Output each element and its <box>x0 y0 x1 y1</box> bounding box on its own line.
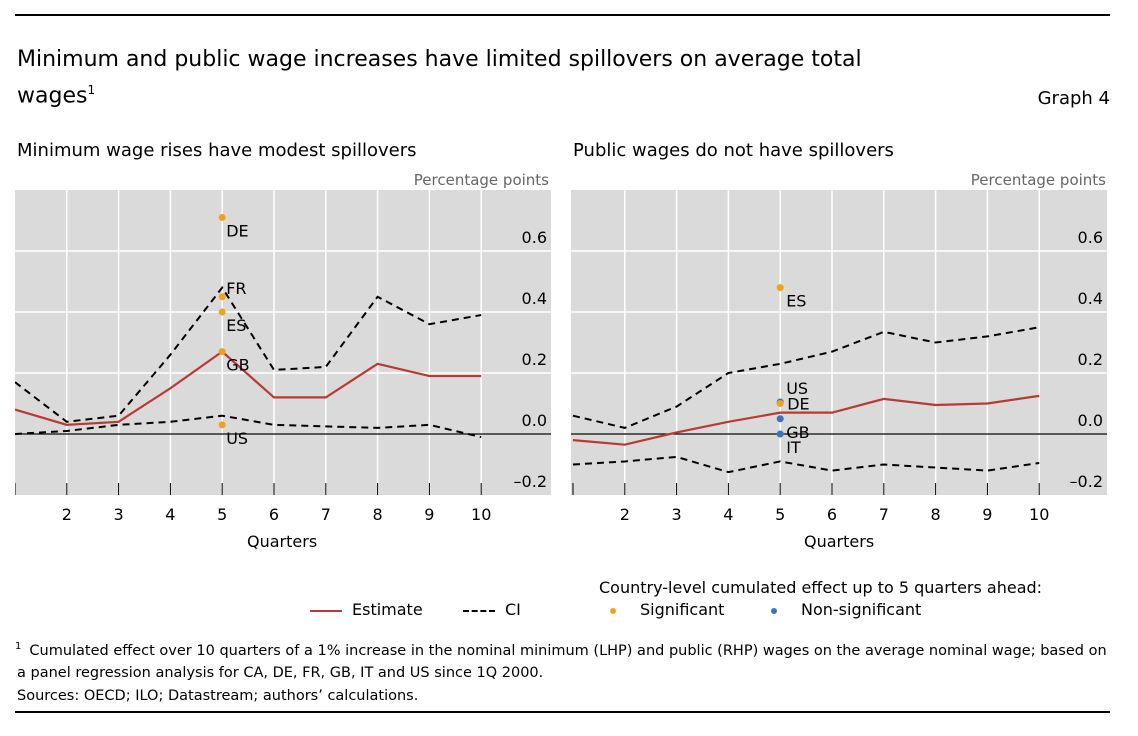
country-label-gb: GB <box>226 356 249 375</box>
y-tick-label: –0.2 <box>514 472 547 491</box>
country-point-gb <box>776 415 784 423</box>
right-x-axis-label: Quarters <box>804 532 875 551</box>
x-tick-label: 2 <box>62 505 72 524</box>
x-tick-label: 10 <box>1029 505 1049 524</box>
country-label-gb: GB <box>786 423 809 442</box>
x-tick-label: 3 <box>672 505 682 524</box>
x-tick-label: 8 <box>931 505 941 524</box>
country-label-us: US <box>226 429 248 448</box>
significant-dot-icon <box>610 607 616 614</box>
graph-title: Minimum and public wage increases have l… <box>17 47 862 109</box>
legend-ci: CI <box>463 600 521 619</box>
graph-number: Graph 4 <box>1037 88 1110 109</box>
x-tick-label: 4 <box>723 505 733 524</box>
legend-country-title: Country-level cumulated effect up to 5 q… <box>599 578 1043 597</box>
y-tick-label: 0.0 <box>522 411 547 430</box>
country-point-fr <box>218 293 226 301</box>
country-label-de: DE <box>787 395 809 414</box>
legend-significant: Significant <box>610 600 724 619</box>
country-point-es <box>218 308 226 316</box>
country-label-it: IT <box>786 438 801 457</box>
x-tick-label: 9 <box>982 505 992 524</box>
right-y-unit: Percentage points <box>970 171 1106 189</box>
country-label-es: ES <box>226 316 246 335</box>
legend-estimate: Estimate <box>310 600 423 619</box>
ci-lower-line <box>572 455 1040 474</box>
left-panel-title: Minimum wage rises have modest spillover… <box>17 140 417 161</box>
x-tick-label: 2 <box>620 505 630 524</box>
y-tick-label: 0.4 <box>1078 289 1103 308</box>
sources: Sources: OECD; ILO; Datastream; authors’… <box>17 688 419 704</box>
country-label-us: US <box>786 379 808 398</box>
country-point-es <box>776 284 784 292</box>
country-label-de: DE <box>226 221 248 240</box>
x-tick-label: 10 <box>471 505 491 524</box>
left-x-axis-label: Quarters <box>247 532 318 551</box>
country-label-es: ES <box>786 292 806 311</box>
x-tick-label: 7 <box>321 505 331 524</box>
x-tick-label: 4 <box>165 505 175 524</box>
x-tick-label: 5 <box>775 505 785 524</box>
ci-upper-line <box>572 326 1040 429</box>
country-point-us <box>218 421 226 429</box>
y-tick-label: –0.2 <box>1070 472 1103 491</box>
y-tick-label: 0.6 <box>1078 228 1103 247</box>
bottom-rule <box>15 711 1110 713</box>
plot-background <box>15 190 551 495</box>
y-tick-label: 0.0 <box>1078 411 1103 430</box>
country-point-gb <box>218 348 226 356</box>
y-tick-label: 0.2 <box>1078 350 1103 369</box>
left-chart: 0.6 0.4 0.2 0.0 –0.2 2 3 4 5 6 7 8 9 10 DE FR ES GB US <box>15 190 551 524</box>
country-point-de <box>776 400 784 407</box>
left-y-unit: Percentage points <box>413 171 549 189</box>
ci-upper-line <box>15 285 482 423</box>
footnote: 1 Cumulated effect over 10 quarters of a … <box>15 641 1107 681</box>
x-tick-label: 9 <box>424 505 434 524</box>
non-significant-dot-icon <box>771 607 777 614</box>
top-rule <box>15 14 1110 16</box>
country-point-de <box>218 213 226 221</box>
ci-swatch <box>463 609 495 612</box>
y-tick-label: 0.4 <box>522 289 547 308</box>
ci-lower-line <box>15 414 482 439</box>
title-footnote-marker: 1 <box>87 83 96 97</box>
country-label-fr: FR <box>226 279 246 298</box>
estimate-line <box>572 394 1040 446</box>
plot-background <box>571 190 1107 495</box>
x-tick-label: 7 <box>879 505 889 524</box>
legend-non-significant: Non-significant <box>771 600 921 619</box>
country-point-it <box>776 430 784 438</box>
estimate-line <box>15 350 482 426</box>
x-tick-label: 6 <box>827 505 837 524</box>
y-tick-label: 0.2 <box>522 350 547 369</box>
estimate-swatch <box>310 609 342 612</box>
y-tick-label: 0.6 <box>522 228 547 247</box>
x-tick-label: 8 <box>373 505 383 524</box>
x-tick-label: 3 <box>114 505 124 524</box>
x-tick-label: 6 <box>269 505 279 524</box>
x-tick-label: 5 <box>217 505 227 524</box>
right-panel-title: Public wages do not have spillovers <box>573 140 894 161</box>
